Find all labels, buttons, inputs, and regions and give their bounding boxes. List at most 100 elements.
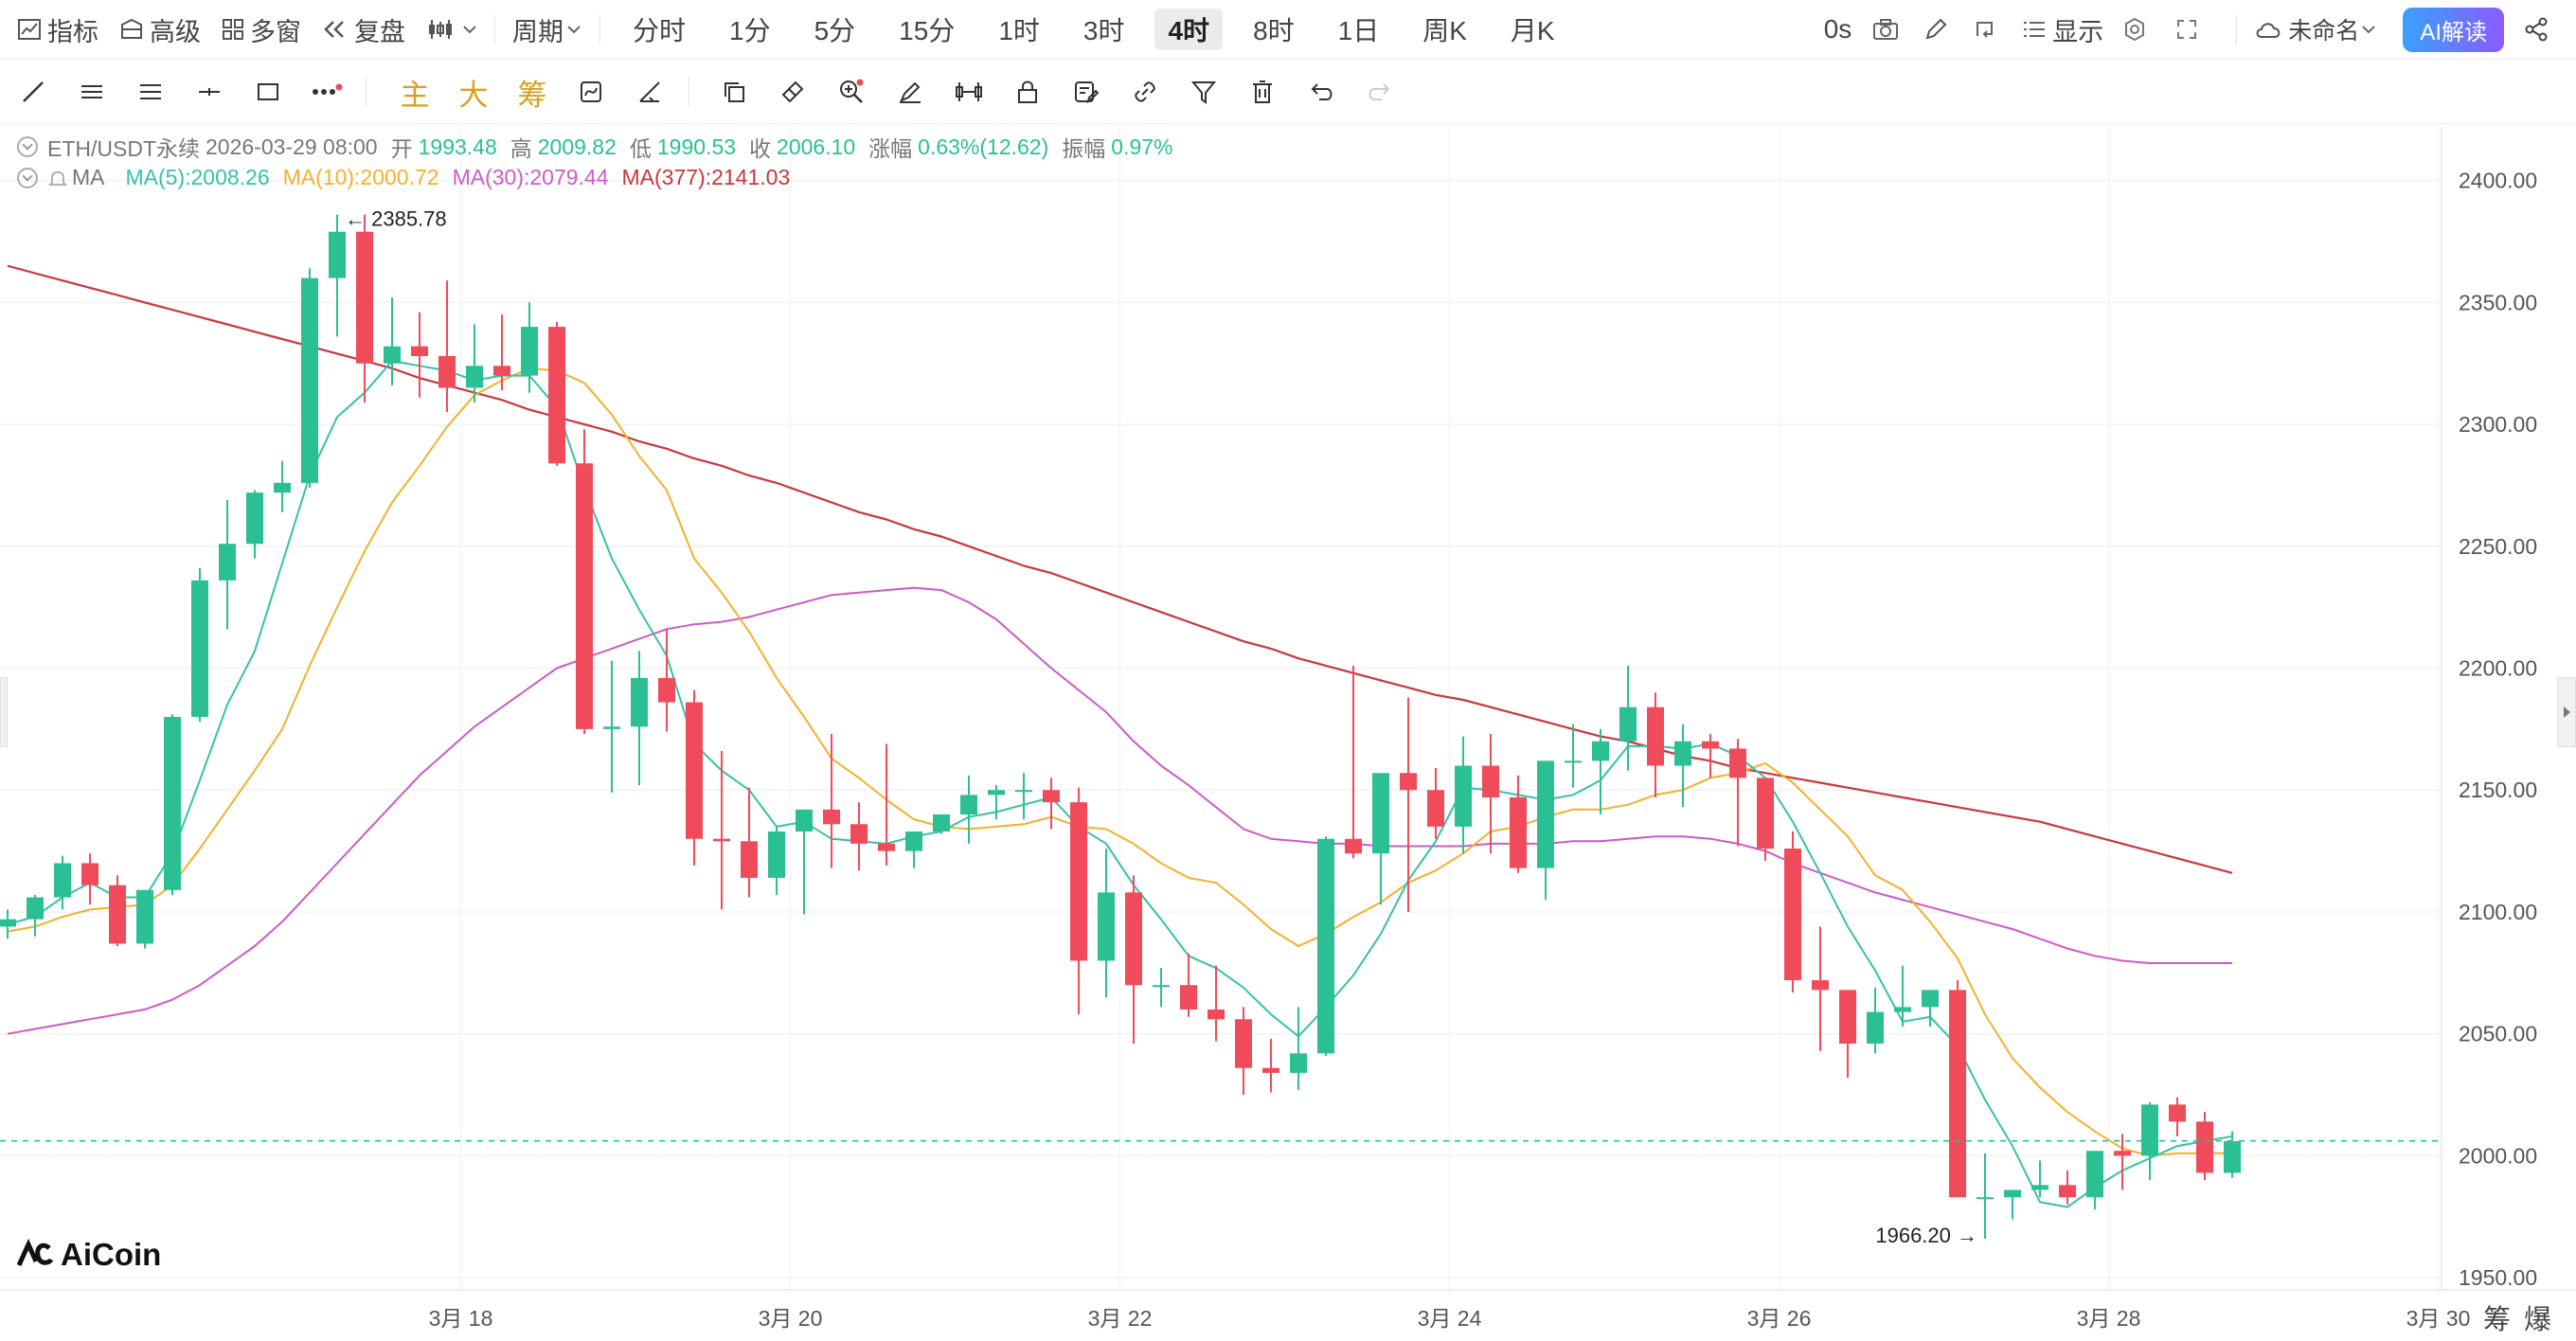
draw-button[interactable] [1923, 8, 1954, 51]
y-tick-label: 2250.00 [2459, 534, 2537, 559]
chip-distribution-toggle[interactable]: 筹 [2483, 1305, 2512, 1335]
timeframe-3[interactable]: 15分 [899, 16, 956, 45]
advanced-button[interactable]: 高级 [119, 8, 201, 51]
bell-icon[interactable] [47, 168, 68, 188]
candle-down [1839, 990, 1856, 1044]
divider [494, 15, 495, 44]
brush-icon [900, 81, 921, 103]
timeframe-5[interactable]: 3时 [1082, 16, 1125, 45]
symbol-label: ETH/USDT永续 [47, 136, 200, 161]
link-tool[interactable] [1116, 65, 1174, 118]
candle-down [576, 463, 593, 729]
divider [366, 78, 367, 106]
candle-down [1125, 892, 1142, 986]
eraser-tool[interactable] [763, 65, 822, 118]
candle-up [1153, 985, 1170, 988]
lock-tool[interactable] [998, 65, 1057, 118]
indicator-button[interactable]: 指标 [17, 8, 98, 51]
timeframe-8[interactable]: 1日 [1337, 16, 1380, 45]
candle-up [603, 726, 620, 729]
chevron-down-icon [463, 26, 476, 34]
ruler-tool[interactable] [620, 65, 679, 118]
timeframe-7[interactable]: 8时 [1253, 16, 1295, 45]
more-tools[interactable] [297, 65, 356, 118]
candle-up [2031, 1185, 2048, 1190]
collapse-toggle-icon[interactable] [17, 136, 38, 157]
delete-tool[interactable] [1233, 65, 1292, 118]
candle-down [2196, 1121, 2213, 1173]
candle-down [1482, 765, 1499, 797]
candle-up [1372, 773, 1389, 854]
ma377-value: MA(377):2141.03 [621, 165, 791, 189]
candle-down [2059, 1185, 2076, 1198]
parallel-line-tool[interactable] [63, 65, 121, 118]
chart-type-button[interactable] [426, 8, 485, 51]
period-button[interactable]: 周期 [512, 8, 590, 51]
candle-up [1867, 1011, 1884, 1044]
candle-up [1894, 1007, 1911, 1012]
timeframe-9[interactable]: 周K [1422, 16, 1467, 45]
replay-button[interactable]: 复盘 [322, 8, 405, 51]
main-chart-toggle[interactable]: 主 [400, 78, 430, 112]
timeframe-6[interactable]: 4时 [1154, 9, 1224, 50]
zoom-tool[interactable] [822, 65, 881, 118]
candle-down [2114, 1151, 2131, 1156]
advanced-label: 高级 [150, 17, 201, 46]
aicoin-logo-icon [16, 1239, 54, 1267]
candle-down [1208, 1009, 1225, 1020]
right-panel-handle[interactable] [2557, 677, 2576, 747]
timeframe-4[interactable]: 1时 [998, 16, 1040, 45]
left-panel-handle[interactable] [0, 677, 8, 747]
timeframe-0[interactable]: 分时 [633, 16, 687, 45]
candle-up [246, 492, 263, 545]
liquidation-toggle[interactable]: 爆 [2524, 1305, 2552, 1335]
candle-down [81, 863, 98, 885]
y-tick-label: 2200.00 [2459, 656, 2537, 681]
pattern-tool[interactable] [939, 65, 998, 118]
layout-name-button[interactable]: 未命名 [2254, 8, 2384, 51]
x-tick-label: 3月 26 [1747, 1306, 1812, 1331]
ai-analysis-button[interactable]: AI解读 [2403, 7, 2504, 52]
filter-tool[interactable] [1174, 65, 1233, 118]
channel-tool[interactable] [121, 65, 180, 118]
chip-toggle[interactable]: 筹 [517, 78, 547, 112]
rectangle-tool[interactable] [239, 65, 297, 118]
layout-name: 未命名 [2288, 18, 2360, 45]
candle-down [1647, 706, 1664, 766]
zoom-in-icon [840, 79, 864, 103]
candle-down [1043, 790, 1060, 803]
multi-window-button[interactable]: 多窗 [222, 8, 301, 51]
chevron-down-icon [567, 26, 581, 34]
timeframe-1[interactable]: 1分 [729, 16, 771, 45]
timeframe-10[interactable]: 月K [1510, 16, 1555, 45]
magnet-tool[interactable] [562, 65, 620, 118]
copy-tool[interactable] [705, 65, 763, 118]
fullscreen-button[interactable] [2175, 8, 2204, 51]
display-button[interactable]: 显示 [2022, 8, 2103, 51]
share-button[interactable] [2523, 8, 2555, 51]
candle-down [1427, 790, 1444, 827]
ma10-line [7, 367, 2232, 1157]
replay-mode-button[interactable] [1973, 8, 2003, 51]
display-label: 显示 [2052, 17, 2104, 46]
screenshot-button[interactable] [1872, 8, 1905, 51]
undo-button[interactable] [1292, 65, 1351, 118]
amplitude-label: 振幅 [1062, 136, 1106, 161]
horizontal-line-tool[interactable] [180, 65, 239, 118]
x-tick-label: 3月 20 [759, 1306, 823, 1331]
price-axis-bg [2442, 127, 2576, 1341]
trend-line-icon [23, 81, 44, 102]
grid-icon [223, 19, 243, 40]
big-order-toggle[interactable]: 大 [458, 78, 489, 112]
settings-button[interactable] [2122, 8, 2153, 51]
line-tool[interactable] [4, 65, 63, 118]
brush-tool[interactable] [881, 65, 939, 118]
candle-up [191, 580, 208, 718]
bottom-right-toggles: 筹 爆 [2483, 1297, 2551, 1337]
redo-button[interactable] [1351, 65, 1409, 118]
template-tool[interactable] [1057, 65, 1116, 118]
candle-up [1015, 790, 1032, 793]
collapse-toggle-icon[interactable] [17, 167, 38, 188]
timeframe-2[interactable]: 5分 [814, 16, 856, 45]
